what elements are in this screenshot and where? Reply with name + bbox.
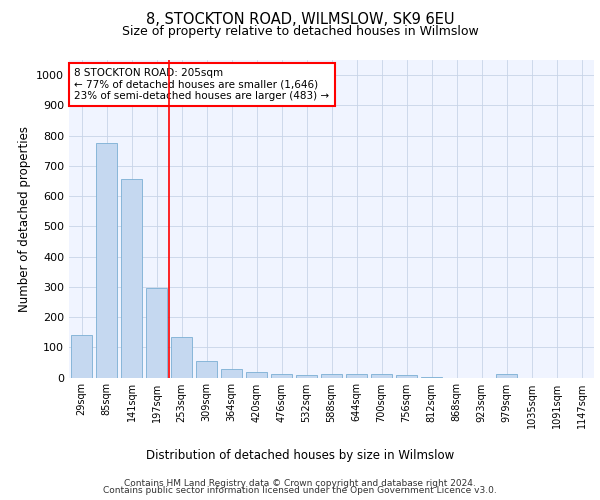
Text: Distribution of detached houses by size in Wilmslow: Distribution of detached houses by size … [146,450,454,462]
Text: Contains HM Land Registry data © Crown copyright and database right 2024.: Contains HM Land Registry data © Crown c… [124,478,476,488]
Bar [146,288,167,378]
Text: Contains public sector information licensed under the Open Government Licence v3: Contains public sector information licen… [103,486,497,495]
Bar [371,374,392,378]
Bar [396,375,417,378]
Bar [421,377,442,378]
Bar [221,369,242,378]
Bar [171,336,192,378]
Bar [296,375,317,378]
Text: 8 STOCKTON ROAD: 205sqm
← 77% of detached houses are smaller (1,646)
23% of semi: 8 STOCKTON ROAD: 205sqm ← 77% of detache… [74,68,329,101]
Bar [121,180,142,378]
Bar [321,374,342,378]
Bar [71,335,92,378]
Text: 8, STOCKTON ROAD, WILMSLOW, SK9 6EU: 8, STOCKTON ROAD, WILMSLOW, SK9 6EU [146,12,454,28]
Bar [271,374,292,378]
Bar [496,374,517,378]
Bar [96,143,117,378]
Bar [246,372,267,378]
Bar [346,374,367,378]
Text: Size of property relative to detached houses in Wilmslow: Size of property relative to detached ho… [122,25,478,38]
Bar [196,361,217,378]
Y-axis label: Number of detached properties: Number of detached properties [17,126,31,312]
